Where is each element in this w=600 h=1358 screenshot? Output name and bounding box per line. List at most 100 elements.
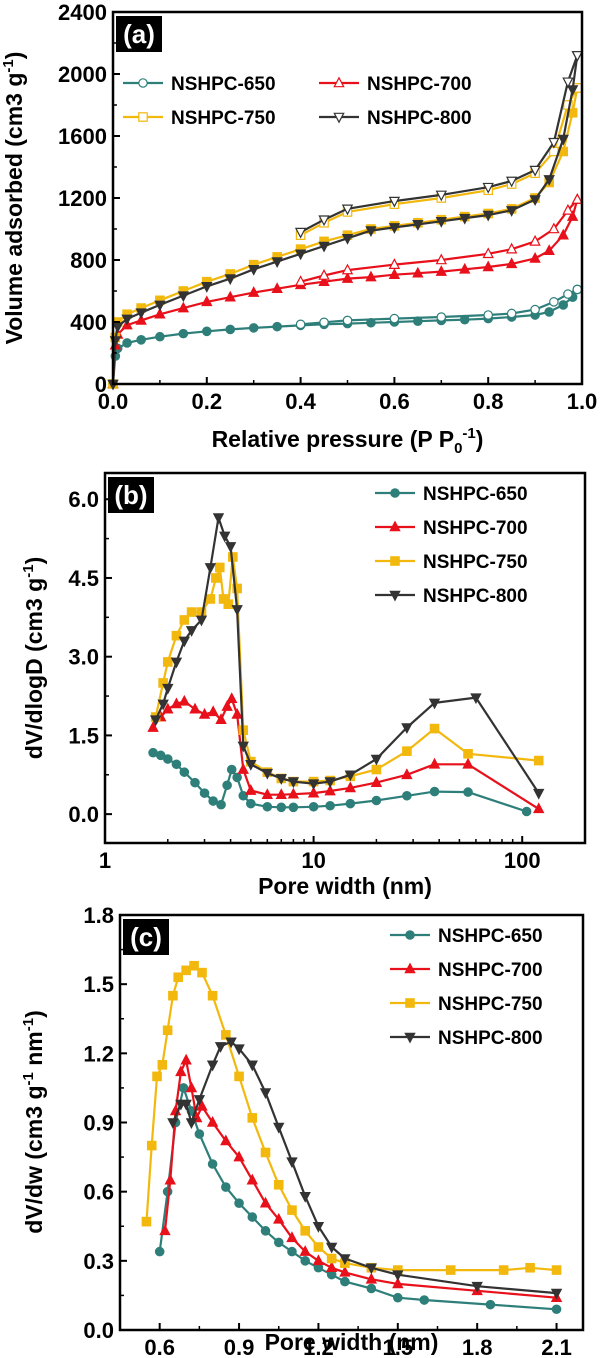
data-point [246,798,256,809]
data-point [429,786,440,797]
data-point [342,315,353,326]
data-point [345,798,356,809]
series-line-line [171,1040,557,1295]
data-point [388,196,401,208]
legend-label: NSHPC-750 [438,994,543,1015]
data-point [300,1256,310,1266]
data-point [563,289,573,299]
data-point [287,777,300,789]
x-axis-label: Relative pressure (P P0-1) [212,425,484,457]
data-point [471,1281,483,1293]
data-point [470,693,482,705]
data-point [211,573,221,583]
data-point [233,1150,245,1162]
panel-a-isotherm-chart: 0.0 0.2 0.4 0.6 0.8 1.0 0 400 800 1200 1600 2000 240… [0,0,597,457]
data-point [181,965,191,976]
data-point [224,290,236,302]
x-tick-label: 1.8 [462,1335,493,1358]
legend-marker [390,556,400,566]
data-point [482,210,494,222]
data-point [206,1116,219,1127]
y-tick-label: 400 [70,310,107,335]
data-point [237,763,249,774]
data-point [155,331,165,342]
data-point [572,284,583,295]
data-point [234,1071,244,1082]
x-tick-label: 10 [301,848,325,873]
data-point [233,1044,245,1056]
x-tick-label: 0.6 [144,1335,175,1358]
x-tick-label: 0.8 [473,389,504,414]
series-line-adsorption [111,199,579,385]
data-point [207,990,218,1001]
data-point [392,1292,403,1303]
data-point [313,1242,324,1252]
y-tick-label: 0.9 [83,1111,114,1136]
y-tick-label: 0.3 [83,1249,114,1274]
legend-label: NSHPC-800 [367,108,472,129]
data-point [259,1088,272,1100]
x-tick-label: 2.1 [541,1335,572,1358]
data-point [207,1159,218,1169]
data-point [402,746,412,756]
data-point [566,210,579,221]
y-tick-label: 4.5 [68,566,99,591]
data-point [221,1030,231,1040]
data-point [505,206,518,217]
y-tick-label: 6.0 [68,487,99,512]
data-point [312,1254,325,1266]
data-point [221,1182,231,1192]
y-tick-label: 0.0 [83,1318,114,1343]
data-point [168,990,178,1001]
data-point [234,1198,244,1208]
data-point [275,788,287,800]
data-point [216,799,226,810]
panel-b-pore-distribution-log-chart: 1 10 100 0.0 1.5 3.0 4.5 6.0 Pore width (nm) dV/d… [20,471,587,899]
data-point [551,1304,562,1315]
legend-label: NSHPC-700 [423,518,528,539]
panel-c-pore-distribution-chart: 0.6 0.9 1.2 1.5 1.8 2.1 0.0 0.3 0.6 0.9 1.2 1.5 1.8 P… [20,903,585,1358]
data-point [207,705,219,717]
data-point [525,1262,535,1273]
data-point [199,788,210,798]
panel-tag: (c) [130,922,162,952]
data-point [214,1042,227,1053]
data-point [401,723,413,735]
data-point [178,636,191,648]
data-point [158,678,168,688]
data-point [261,788,274,800]
data-point [366,1283,377,1294]
data-point [533,802,545,814]
data-point [180,1053,192,1065]
data-point [162,657,173,667]
data-point [179,767,190,777]
data-point [435,190,447,202]
data-point [324,777,336,789]
data-point [225,1037,237,1049]
data-point [571,193,584,204]
x-tick-label: 1 [99,848,111,873]
data-point [195,615,208,627]
data-point [159,1224,171,1236]
data-point [529,234,541,246]
data-point [312,1221,325,1233]
data-point [435,216,447,228]
data-point [340,1276,350,1287]
data-point [224,274,236,286]
data-point [459,213,471,225]
data-point [324,784,336,796]
data-point [271,282,283,293]
legend-label: NSHPC-750 [171,108,276,129]
data-point [370,776,383,787]
x-axis-label: Pore width (nm) [258,873,432,899]
data-point [562,77,574,89]
legend-label: NSHPC-700 [438,960,543,981]
data-point [529,195,541,207]
legend: NSHPC-650 NSHPC-700 NSHPC-750 NSHPC-800 [375,484,528,607]
data-point [435,265,447,276]
data-point [177,291,190,303]
panel-tag-box [116,16,162,52]
data-point [197,967,207,978]
data-point [428,698,441,710]
data-point [259,1196,272,1208]
